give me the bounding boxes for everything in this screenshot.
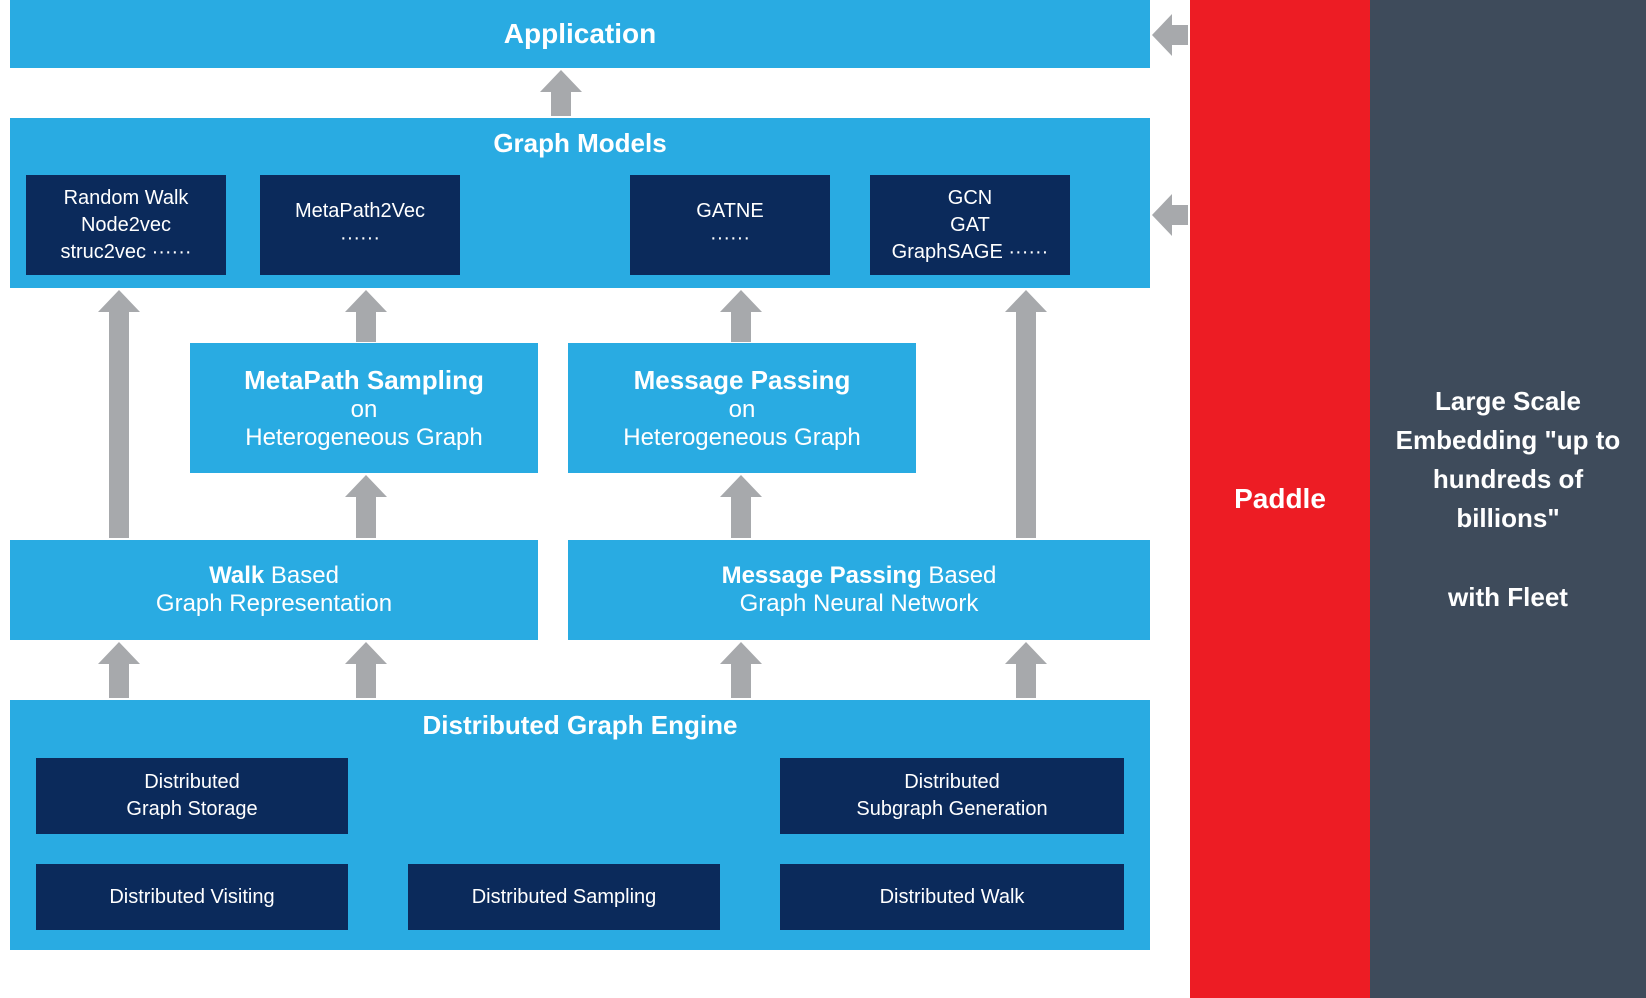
arrow-left-1 [1152,194,1188,236]
arrow-up-0 [540,70,582,116]
mid-sub2: Heterogeneous Graph [245,424,483,452]
graph-model-item-2: GATNE······ [630,175,830,275]
arrow-up-4 [720,290,762,342]
fleet-line1: Large Scale Embedding "up to hundreds of… [1370,382,1646,538]
engine-item-0-line: Graph Storage [126,796,257,823]
engine-item-3-line: Distributed Sampling [472,884,657,911]
engine-item-4-line: Distributed Walk [880,884,1025,911]
graph-model-item-2-line: ······ [710,225,750,252]
arrow-up-6 [1005,290,1047,538]
engine-item-1-line: Subgraph Generation [856,796,1047,823]
fleet-line2: with Fleet [1428,578,1588,617]
paddle-label: Paddle [1234,483,1326,515]
engine-item-0-line: Distributed [144,769,240,796]
arrow-up-7 [98,642,140,698]
base-box-1: Message Passing BasedGraph Neural Networ… [568,540,1150,640]
base-box-0: Walk BasedGraph Representation [10,540,538,640]
arrow-left-0 [1152,14,1188,56]
application-label: Application [504,18,656,50]
arrow-up-2 [345,290,387,342]
arrow-up-1 [98,290,140,538]
graph-models-label: Graph Models [493,128,666,159]
graph-model-item-0-line: Random Walk [64,185,189,212]
arrow-up-9 [720,642,762,698]
graph-model-item-1: MetaPath2Vec······ [260,175,460,275]
graph-model-item-3-line: GCN [948,185,992,212]
application-box: Application [10,0,1150,68]
arrow-up-3 [345,475,387,538]
base-line2: Graph Neural Network [740,590,979,618]
mid-sub1: on [351,396,378,424]
graph-model-item-1-line: ······ [340,225,380,252]
mid-title: Message Passing [634,365,851,396]
engine-item-4: Distributed Walk [780,864,1124,930]
main-diagram: Application Graph Models Random WalkNode… [0,0,1150,998]
graph-model-item-3-line: GAT [950,212,990,239]
graph-model-item-1-line: MetaPath2Vec [295,198,425,225]
mid-box-1: Message PassingonHeterogeneous Graph [568,343,916,473]
graph-model-item-3-line: GraphSAGE ······ [892,239,1049,266]
engine-item-3: Distributed Sampling [408,864,720,930]
graph-model-item-0-line: struc2vec ······ [60,239,191,266]
base-line2: Graph Representation [156,590,392,618]
graph-model-item-2-line: GATNE [696,198,763,225]
engine-label: Distributed Graph Engine [423,710,738,741]
graph-model-item-3: GCNGATGraphSAGE ······ [870,175,1070,275]
arrow-up-10 [1005,642,1047,698]
arrow-up-5 [720,475,762,538]
engine-item-2-line: Distributed Visiting [109,884,274,911]
mid-box-0: MetaPath SamplingonHeterogeneous Graph [190,343,538,473]
engine-item-1: DistributedSubgraph Generation [780,758,1124,834]
base-line1: Walk Based [209,562,339,590]
graph-model-item-0: Random WalkNode2vecstruc2vec ······ [26,175,226,275]
mid-sub1: on [729,396,756,424]
fleet-panel: Large Scale Embedding "up to hundreds of… [1370,0,1646,998]
paddle-panel: Paddle [1190,0,1370,998]
mid-title: MetaPath Sampling [244,365,484,396]
engine-item-1-line: Distributed [904,769,1000,796]
engine-item-0: DistributedGraph Storage [36,758,348,834]
mid-sub2: Heterogeneous Graph [623,424,861,452]
engine-item-2: Distributed Visiting [36,864,348,930]
graph-model-item-0-line: Node2vec [81,212,171,239]
base-line1: Message Passing Based [722,562,997,590]
arrow-up-8 [345,642,387,698]
